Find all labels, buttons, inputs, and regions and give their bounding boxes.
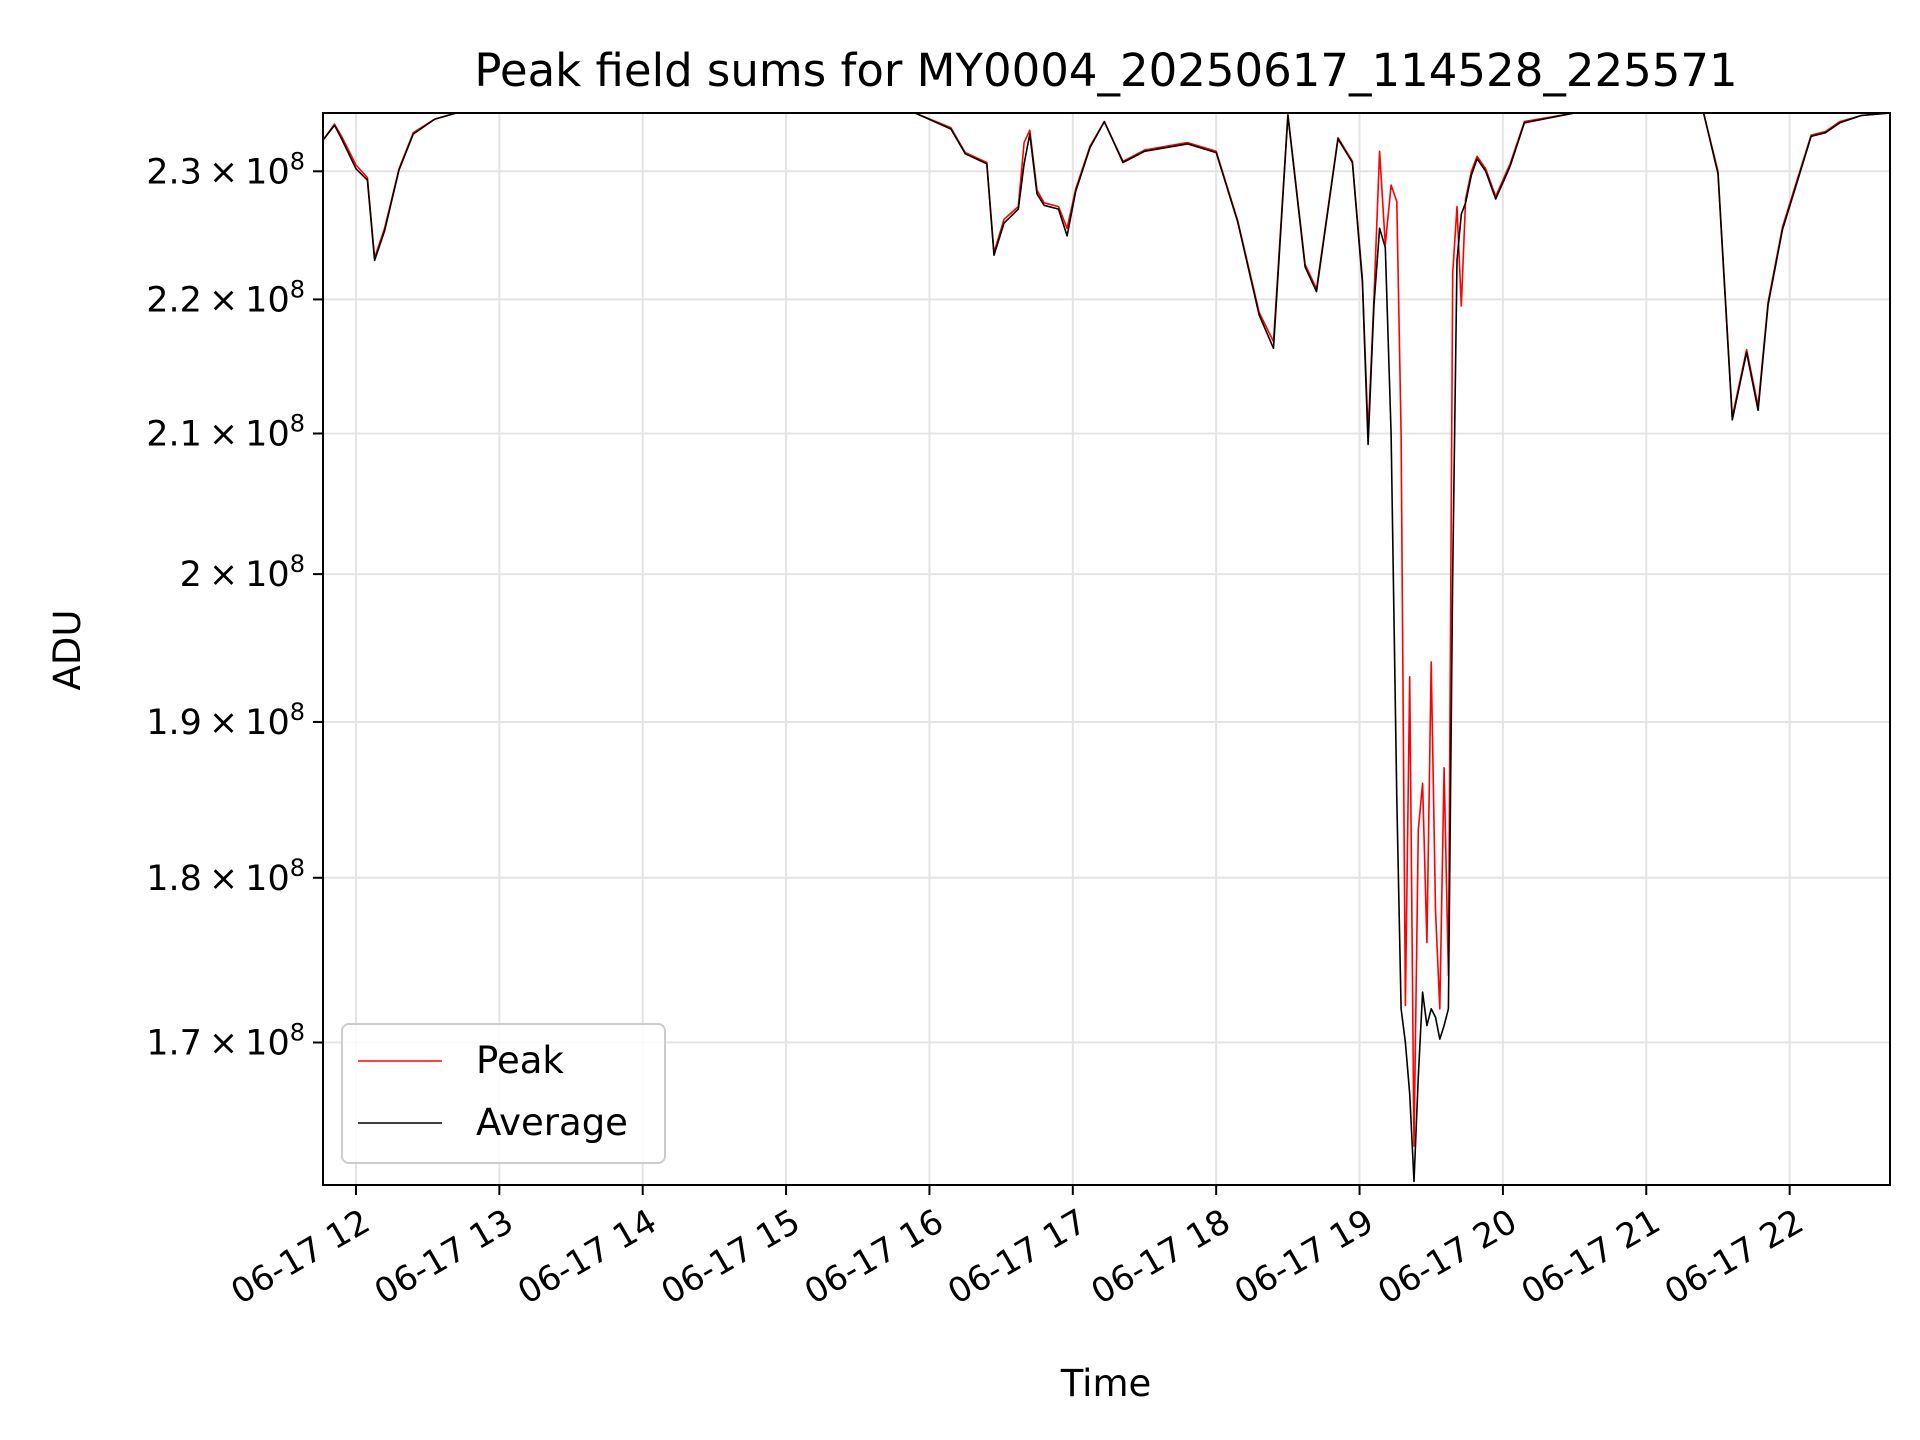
y-tick-label: 2 × 108	[180, 550, 305, 595]
y-axis-label: ADU	[46, 610, 89, 691]
y-tick-label: 2.1 × 108	[146, 409, 305, 454]
series-layer	[323, 113, 1890, 1183]
x-axis-label: Time	[1060, 1362, 1152, 1405]
series-line-average	[323, 113, 1890, 1183]
y-tick-label: 1.9 × 108	[146, 698, 305, 743]
y-tick-label: 2.3 × 108	[146, 147, 305, 192]
legend: Peak Average	[341, 1023, 666, 1164]
grid	[323, 113, 1890, 1185]
y-tick-label: 2.2 × 108	[146, 275, 305, 320]
y-tick-label: 1.8 × 108	[146, 854, 305, 899]
legend-label-peak: Peak	[476, 1039, 564, 1082]
legend-box	[341, 1023, 666, 1164]
y-axis: 1.7 × 108 1.8 × 108 1.9 × 108 2 × 108 2.1 × …	[146, 147, 323, 1064]
y-tick-label: 1.7 × 108	[146, 1019, 305, 1064]
chart-title: Peak field sums for MY0004_20250617_1145…	[474, 44, 1737, 97]
legend-label-average: Average	[476, 1101, 628, 1144]
plot-frame	[322, 112, 1891, 1186]
